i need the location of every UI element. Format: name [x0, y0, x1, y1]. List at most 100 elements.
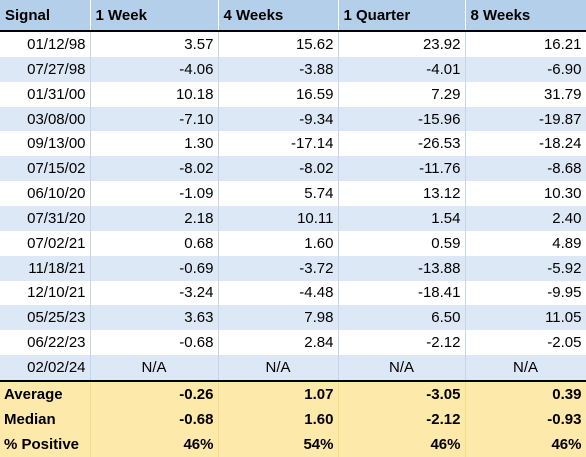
table-row: 12/10/21 -3.24 -4.48 -18.41 -9.95 — [0, 280, 586, 306]
header-4-weeks: 4 Weeks — [218, 0, 339, 32]
return-cell: -4.01 — [338, 56, 466, 82]
header-row: Signal 1 Week 4 Weeks 1 Quarter 8 Weeks — [0, 0, 586, 32]
table-row: 05/25/23 3.63 7.98 6.50 11.05 — [0, 305, 586, 331]
return-cell: 16.21 — [465, 31, 586, 57]
return-cell: 5.74 — [218, 181, 339, 206]
return-cell: 1.60 — [218, 230, 339, 256]
table-row: 02/02/24 N/A N/A N/A N/A — [0, 355, 586, 382]
return-cell: 13.12 — [338, 181, 466, 206]
return-cell: -26.53 — [338, 131, 466, 157]
table-row: 07/27/98 -4.06 -3.88 -4.01 -6.90 — [0, 56, 586, 82]
return-cell: 2.84 — [218, 330, 339, 356]
signal-date-cell: 05/25/23 — [0, 305, 91, 331]
return-cell: 1.54 — [338, 205, 466, 231]
return-cell: -15.96 — [338, 106, 466, 132]
return-cell: 7.29 — [338, 81, 466, 107]
table-row: 06/10/20 -1.09 5.74 13.12 10.30 — [0, 181, 586, 206]
return-cell: -17.14 — [218, 131, 339, 157]
signal-date-cell: 02/02/24 — [0, 355, 91, 382]
signal-date-cell: 07/31/20 — [0, 205, 91, 231]
table-row: 07/31/20 2.18 10.11 1.54 2.40 — [0, 205, 586, 231]
summary-value: 46% — [90, 432, 219, 457]
signal-date-cell: 07/27/98 — [0, 56, 91, 82]
return-cell: -19.87 — [465, 106, 586, 132]
table-row: 07/02/21 0.68 1.60 0.59 4.89 — [0, 230, 586, 256]
summary-row: % Positive 46% 54% 46% 46% — [0, 432, 586, 457]
summary-value: -2.12 — [338, 407, 466, 432]
summary-value: -0.93 — [465, 407, 586, 432]
return-cell: 2.18 — [90, 205, 219, 231]
header-1-quarter: 1 Quarter — [338, 0, 466, 32]
signal-date-cell: 11/18/21 — [0, 255, 91, 281]
return-cell: -2.12 — [338, 330, 466, 356]
summary-value: 54% — [218, 432, 339, 457]
signal-date-cell: 07/15/02 — [0, 156, 91, 182]
return-cell: -4.48 — [218, 280, 339, 306]
table-row: 03/08/00 -7.10 -9.34 -15.96 -19.87 — [0, 106, 586, 132]
table-row: 09/13/00 1.30 -17.14 -26.53 -18.24 — [0, 131, 586, 157]
return-cell: N/A — [218, 355, 339, 382]
return-cell: 15.62 — [218, 31, 339, 57]
return-cell: -18.41 — [338, 280, 466, 306]
return-cell: -4.06 — [90, 56, 219, 82]
return-cell: N/A — [465, 355, 586, 382]
return-cell: 10.11 — [218, 205, 339, 231]
return-cell: 23.92 — [338, 31, 466, 57]
signal-date-cell: 03/08/00 — [0, 106, 91, 132]
return-cell: -3.72 — [218, 255, 339, 281]
return-cell: -8.02 — [218, 156, 339, 182]
table-row: 06/22/23 -0.68 2.84 -2.12 -2.05 — [0, 330, 586, 356]
return-cell: -7.10 — [90, 106, 219, 132]
summary-value: 46% — [465, 432, 586, 457]
summary-value: 0.39 — [465, 381, 586, 407]
signal-date-cell: 07/02/21 — [0, 230, 91, 256]
signal-date-cell: 12/10/21 — [0, 280, 91, 306]
return-cell: 0.68 — [90, 230, 219, 256]
return-cell: -0.68 — [90, 330, 219, 356]
return-cell: 6.50 — [338, 305, 466, 331]
summary-section: Average -0.26 1.07 -3.05 0.39 Median -0.68 1.60… — [0, 381, 586, 457]
return-cell: 3.57 — [90, 31, 219, 57]
summary-value: -0.68 — [90, 407, 219, 432]
signal-date-cell: 01/31/00 — [0, 81, 91, 107]
table-row: 01/12/98 3.57 15.62 23.92 16.21 — [0, 31, 586, 57]
return-cell: 7.98 — [218, 305, 339, 331]
return-cell: N/A — [338, 355, 466, 382]
return-cell: -2.05 — [465, 330, 586, 356]
table-row: 11/18/21 -0.69 -3.72 -13.88 -5.92 — [0, 255, 586, 281]
return-cell: -8.68 — [465, 156, 586, 182]
return-cell: 1.30 — [90, 131, 219, 157]
return-cell: -9.95 — [465, 280, 586, 306]
signal-date-cell: 06/10/20 — [0, 181, 91, 206]
table-body: 01/12/98 3.57 15.62 23.92 16.21 07/27/98 -4.06… — [0, 31, 586, 382]
return-cell: -8.02 — [90, 156, 219, 182]
table-row: 01/31/00 10.18 16.59 7.29 31.79 — [0, 81, 586, 107]
return-cell: 10.30 — [465, 181, 586, 206]
return-cell: 0.59 — [338, 230, 466, 256]
signal-date-cell: 09/13/00 — [0, 131, 91, 157]
signal-date-cell: 01/12/98 — [0, 31, 91, 57]
return-cell: 4.89 — [465, 230, 586, 256]
summary-value: 46% — [338, 432, 466, 457]
return-cell: 2.40 — [465, 205, 586, 231]
signal-date-cell: 06/22/23 — [0, 330, 91, 356]
table-header: Signal 1 Week 4 Weeks 1 Quarter 8 Weeks — [0, 0, 586, 32]
header-1-week: 1 Week — [90, 0, 219, 32]
return-cell: -0.69 — [90, 255, 219, 281]
return-cell: -3.24 — [90, 280, 219, 306]
return-cell: -3.88 — [218, 56, 339, 82]
return-cell: N/A — [90, 355, 219, 382]
summary-label: Median — [0, 407, 91, 432]
header-8-weeks: 8 Weeks — [465, 0, 586, 32]
summary-value: 1.60 — [218, 407, 339, 432]
return-cell: -9.34 — [218, 106, 339, 132]
summary-value: -3.05 — [338, 381, 466, 407]
table-row: 07/15/02 -8.02 -8.02 -11.76 -8.68 — [0, 156, 586, 182]
header-signal: Signal — [0, 0, 91, 32]
summary-label: Average — [0, 381, 91, 407]
summary-value: -0.26 — [90, 381, 219, 407]
summary-row: Median -0.68 1.60 -2.12 -0.93 — [0, 407, 586, 432]
return-cell: 3.63 — [90, 305, 219, 331]
return-cell: -5.92 — [465, 255, 586, 281]
